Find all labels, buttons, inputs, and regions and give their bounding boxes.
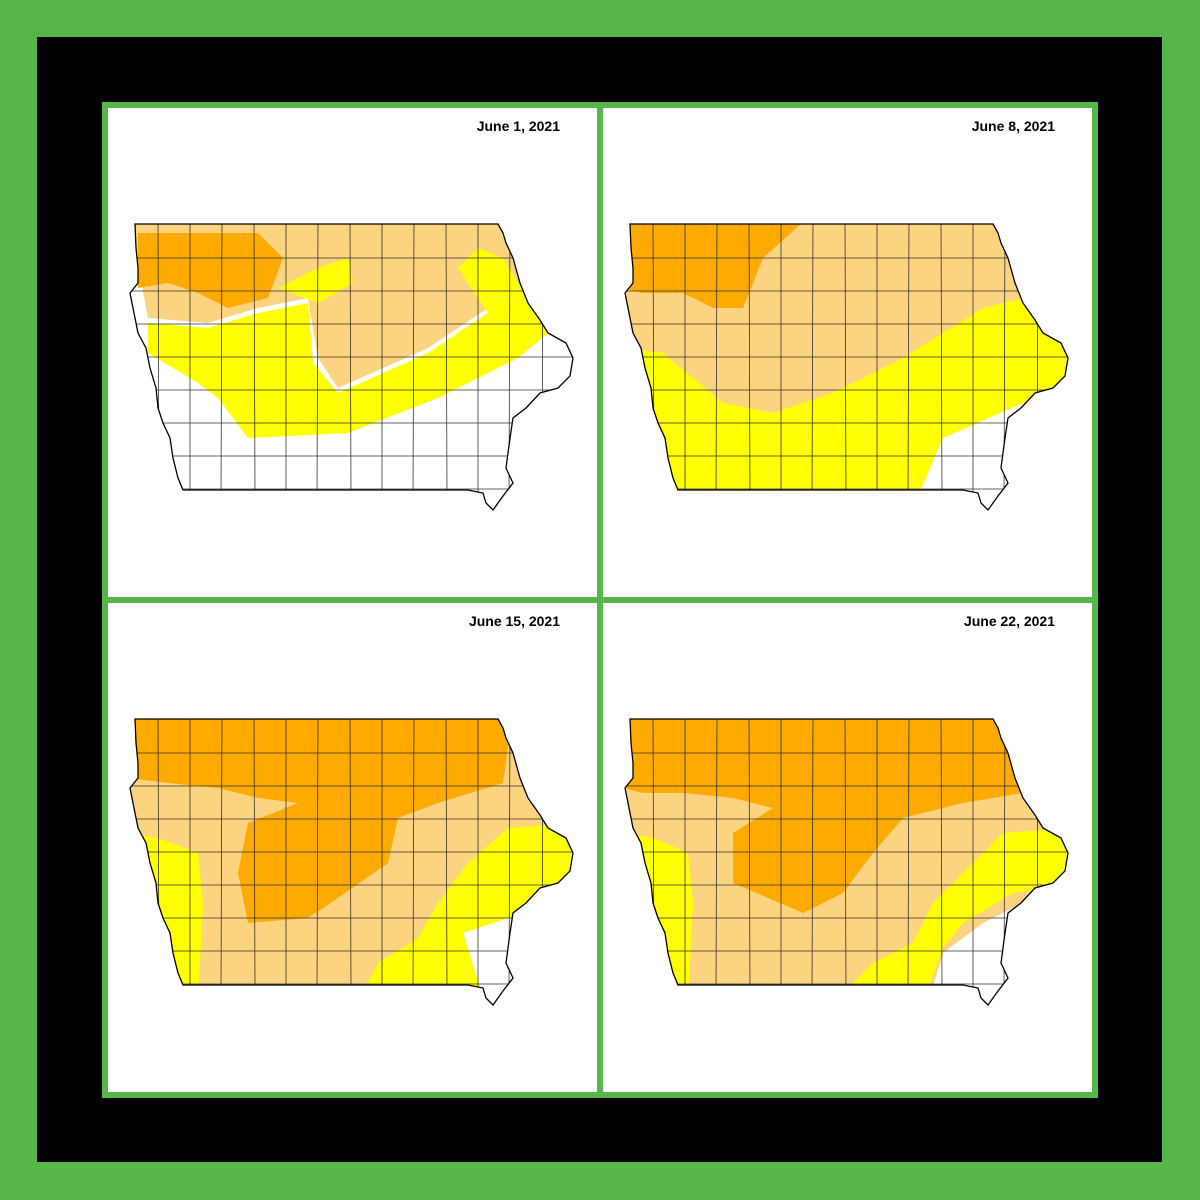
map-date: June 8, 2021 — [972, 118, 1055, 134]
drought-area — [148, 248, 548, 438]
state-map — [130, 224, 573, 510]
state-map — [625, 224, 1068, 510]
map-date: June 22, 2021 — [964, 613, 1055, 629]
map-panel: June 1, 2021 — [108, 108, 597, 597]
drought-area — [138, 233, 283, 308]
map-panel: June 8, 2021 — [603, 108, 1092, 597]
map-panel: June 15, 2021 — [108, 603, 597, 1092]
county-lines — [130, 719, 573, 994]
drought-area — [625, 719, 1023, 913]
county-lines — [130, 224, 573, 499]
map-panel: June 22, 2021 — [603, 603, 1092, 1092]
drought-area — [833, 828, 1068, 1003]
map-date: June 1, 2021 — [477, 118, 560, 134]
state-map — [130, 719, 573, 1005]
drought-area — [278, 258, 353, 303]
county-lines — [625, 224, 1068, 499]
map-date: June 15, 2021 — [469, 613, 560, 629]
drought-area — [625, 224, 813, 308]
county-lines — [625, 719, 1068, 994]
drought-area — [130, 719, 513, 923]
